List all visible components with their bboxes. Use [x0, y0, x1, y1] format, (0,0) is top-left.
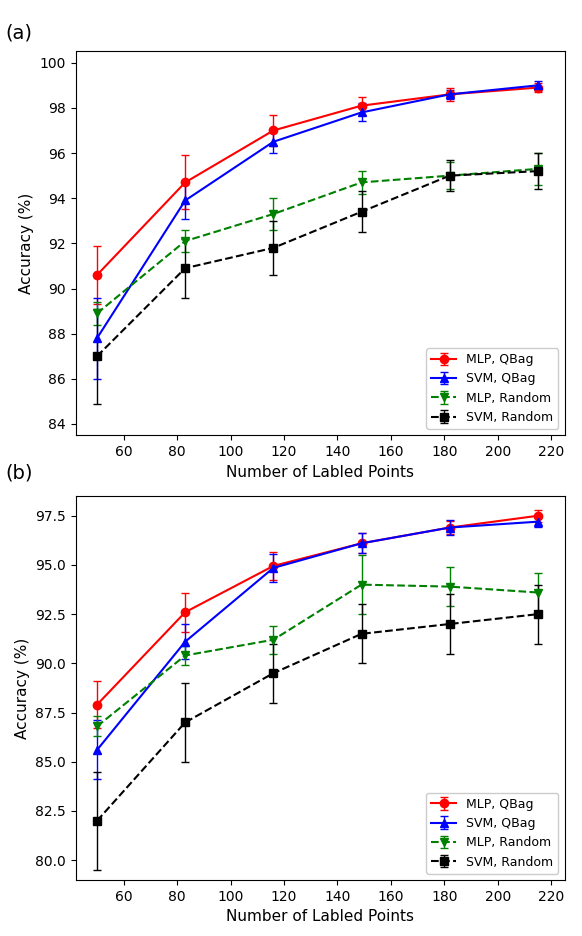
X-axis label: Number of Labled Points: Number of Labled Points — [226, 909, 414, 924]
X-axis label: Number of Labled Points: Number of Labled Points — [226, 464, 414, 479]
Legend: MLP, QBag, SVM, QBag, MLP, Random, SVM, Random: MLP, QBag, SVM, QBag, MLP, Random, SVM, … — [426, 348, 558, 429]
Text: (b): (b) — [6, 463, 33, 482]
Y-axis label: Accuracy (%): Accuracy (%) — [15, 637, 30, 739]
Text: (a): (a) — [6, 23, 33, 42]
Y-axis label: Accuracy (%): Accuracy (%) — [19, 193, 34, 294]
Legend: MLP, QBag, SVM, QBag, MLP, Random, SVM, Random: MLP, QBag, SVM, QBag, MLP, Random, SVM, … — [426, 793, 558, 873]
